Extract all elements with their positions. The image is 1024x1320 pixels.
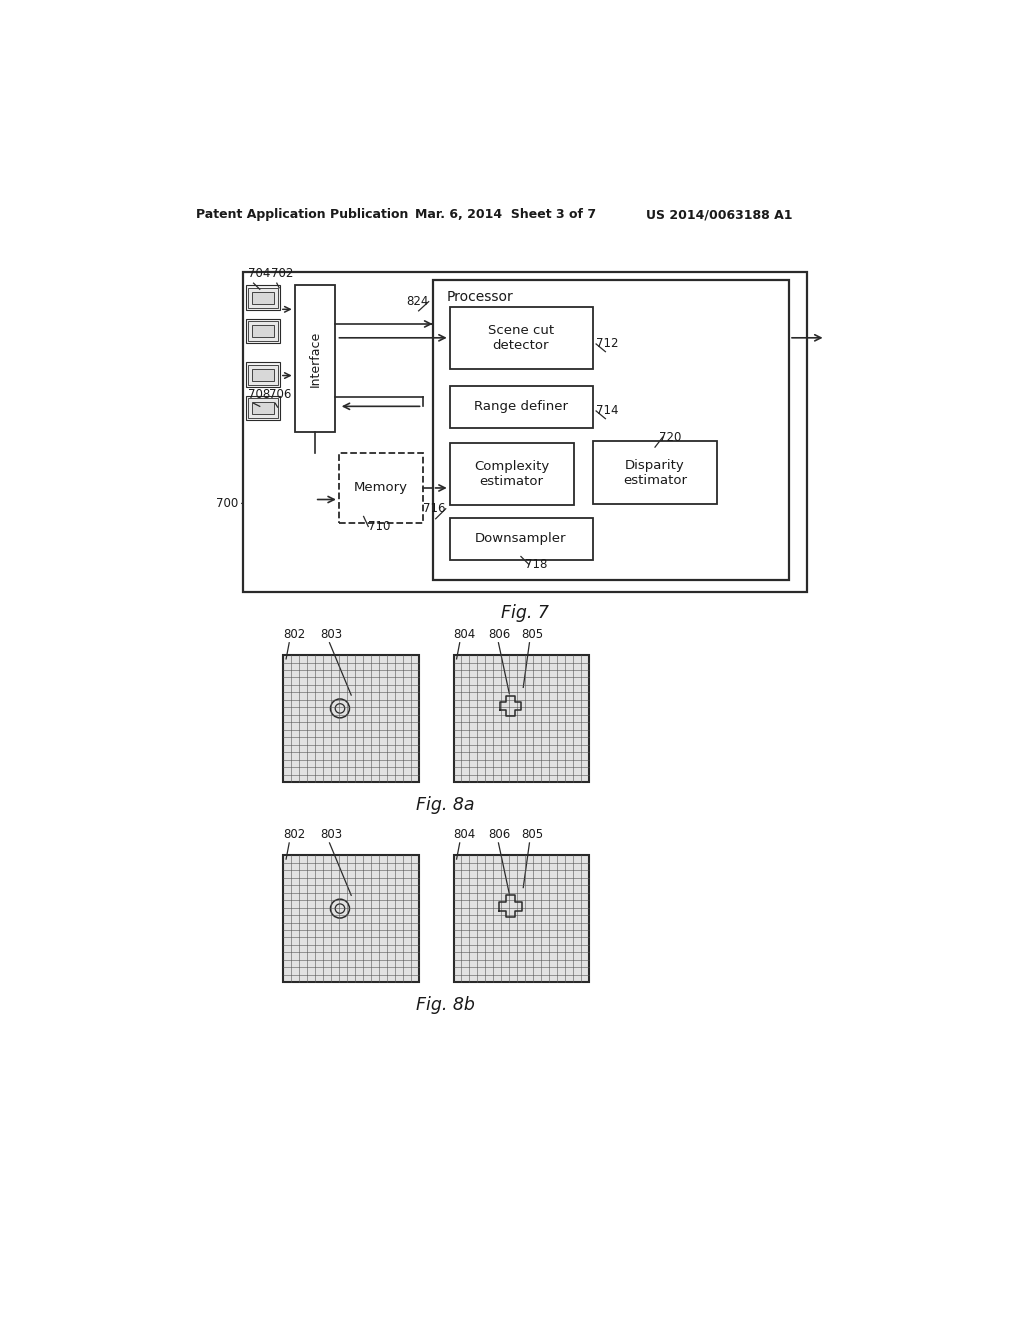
Text: 806: 806	[488, 829, 511, 841]
Bar	[454, 655, 589, 781]
Text: Downsampler: Downsampler	[475, 532, 566, 545]
Text: 700: 700	[216, 496, 238, 510]
Text: 706: 706	[269, 388, 292, 401]
Text: 720: 720	[658, 430, 681, 444]
Bar	[246, 363, 280, 387]
Text: 710: 710	[369, 520, 390, 533]
Bar	[454, 855, 589, 982]
Bar	[450, 444, 573, 506]
Text: 716: 716	[423, 502, 445, 515]
Text: 803: 803	[321, 829, 342, 841]
Bar	[246, 396, 280, 420]
Text: 806: 806	[488, 628, 511, 642]
Text: Fig. 8a: Fig. 8a	[417, 796, 475, 814]
Text: Scene cut
detector: Scene cut detector	[487, 323, 554, 352]
Text: 718: 718	[524, 557, 547, 570]
Text: 803: 803	[321, 628, 342, 642]
Bar	[243, 272, 807, 591]
Bar	[248, 321, 278, 341]
Text: 824: 824	[407, 296, 429, 308]
Text: 714: 714	[596, 404, 618, 417]
Bar	[248, 364, 278, 385]
Bar	[283, 655, 419, 781]
Bar	[450, 385, 593, 428]
Text: 712: 712	[596, 338, 618, 351]
Text: Complexity
estimator: Complexity estimator	[474, 461, 549, 488]
Text: Range definer: Range definer	[474, 400, 568, 413]
Text: 802: 802	[283, 829, 305, 841]
Text: Disparity
estimator: Disparity estimator	[623, 458, 687, 487]
Text: US 2014/0063188 A1: US 2014/0063188 A1	[646, 209, 793, 222]
Text: 708: 708	[248, 388, 270, 401]
Bar	[252, 368, 273, 381]
Text: 802: 802	[283, 628, 305, 642]
Bar	[246, 318, 280, 343]
Text: 805: 805	[521, 628, 544, 642]
Text: Mar. 6, 2014  Sheet 3 of 7: Mar. 6, 2014 Sheet 3 of 7	[415, 209, 596, 222]
Bar	[252, 325, 273, 337]
Text: 804: 804	[454, 628, 476, 642]
Bar	[246, 285, 280, 310]
Text: Processor: Processor	[446, 290, 513, 304]
Bar	[339, 453, 423, 523]
Bar	[252, 292, 273, 304]
Text: 805: 805	[521, 829, 544, 841]
Text: Interface: Interface	[308, 330, 322, 387]
Text: 804: 804	[454, 829, 476, 841]
Bar	[252, 401, 273, 414]
Text: Patent Application Publication: Patent Application Publication	[197, 209, 409, 222]
Text: Fig. 8b: Fig. 8b	[417, 997, 475, 1014]
Bar	[450, 308, 593, 368]
Bar	[295, 285, 335, 432]
Bar	[593, 441, 717, 504]
Text: Memory: Memory	[353, 482, 408, 495]
Text: 702: 702	[271, 267, 294, 280]
Text: Fig. 7: Fig. 7	[501, 603, 549, 622]
Bar	[283, 855, 419, 982]
Bar	[450, 517, 593, 561]
Text: 704: 704	[248, 267, 270, 280]
Bar	[248, 288, 278, 308]
Bar	[248, 397, 278, 418]
Bar	[432, 280, 790, 581]
